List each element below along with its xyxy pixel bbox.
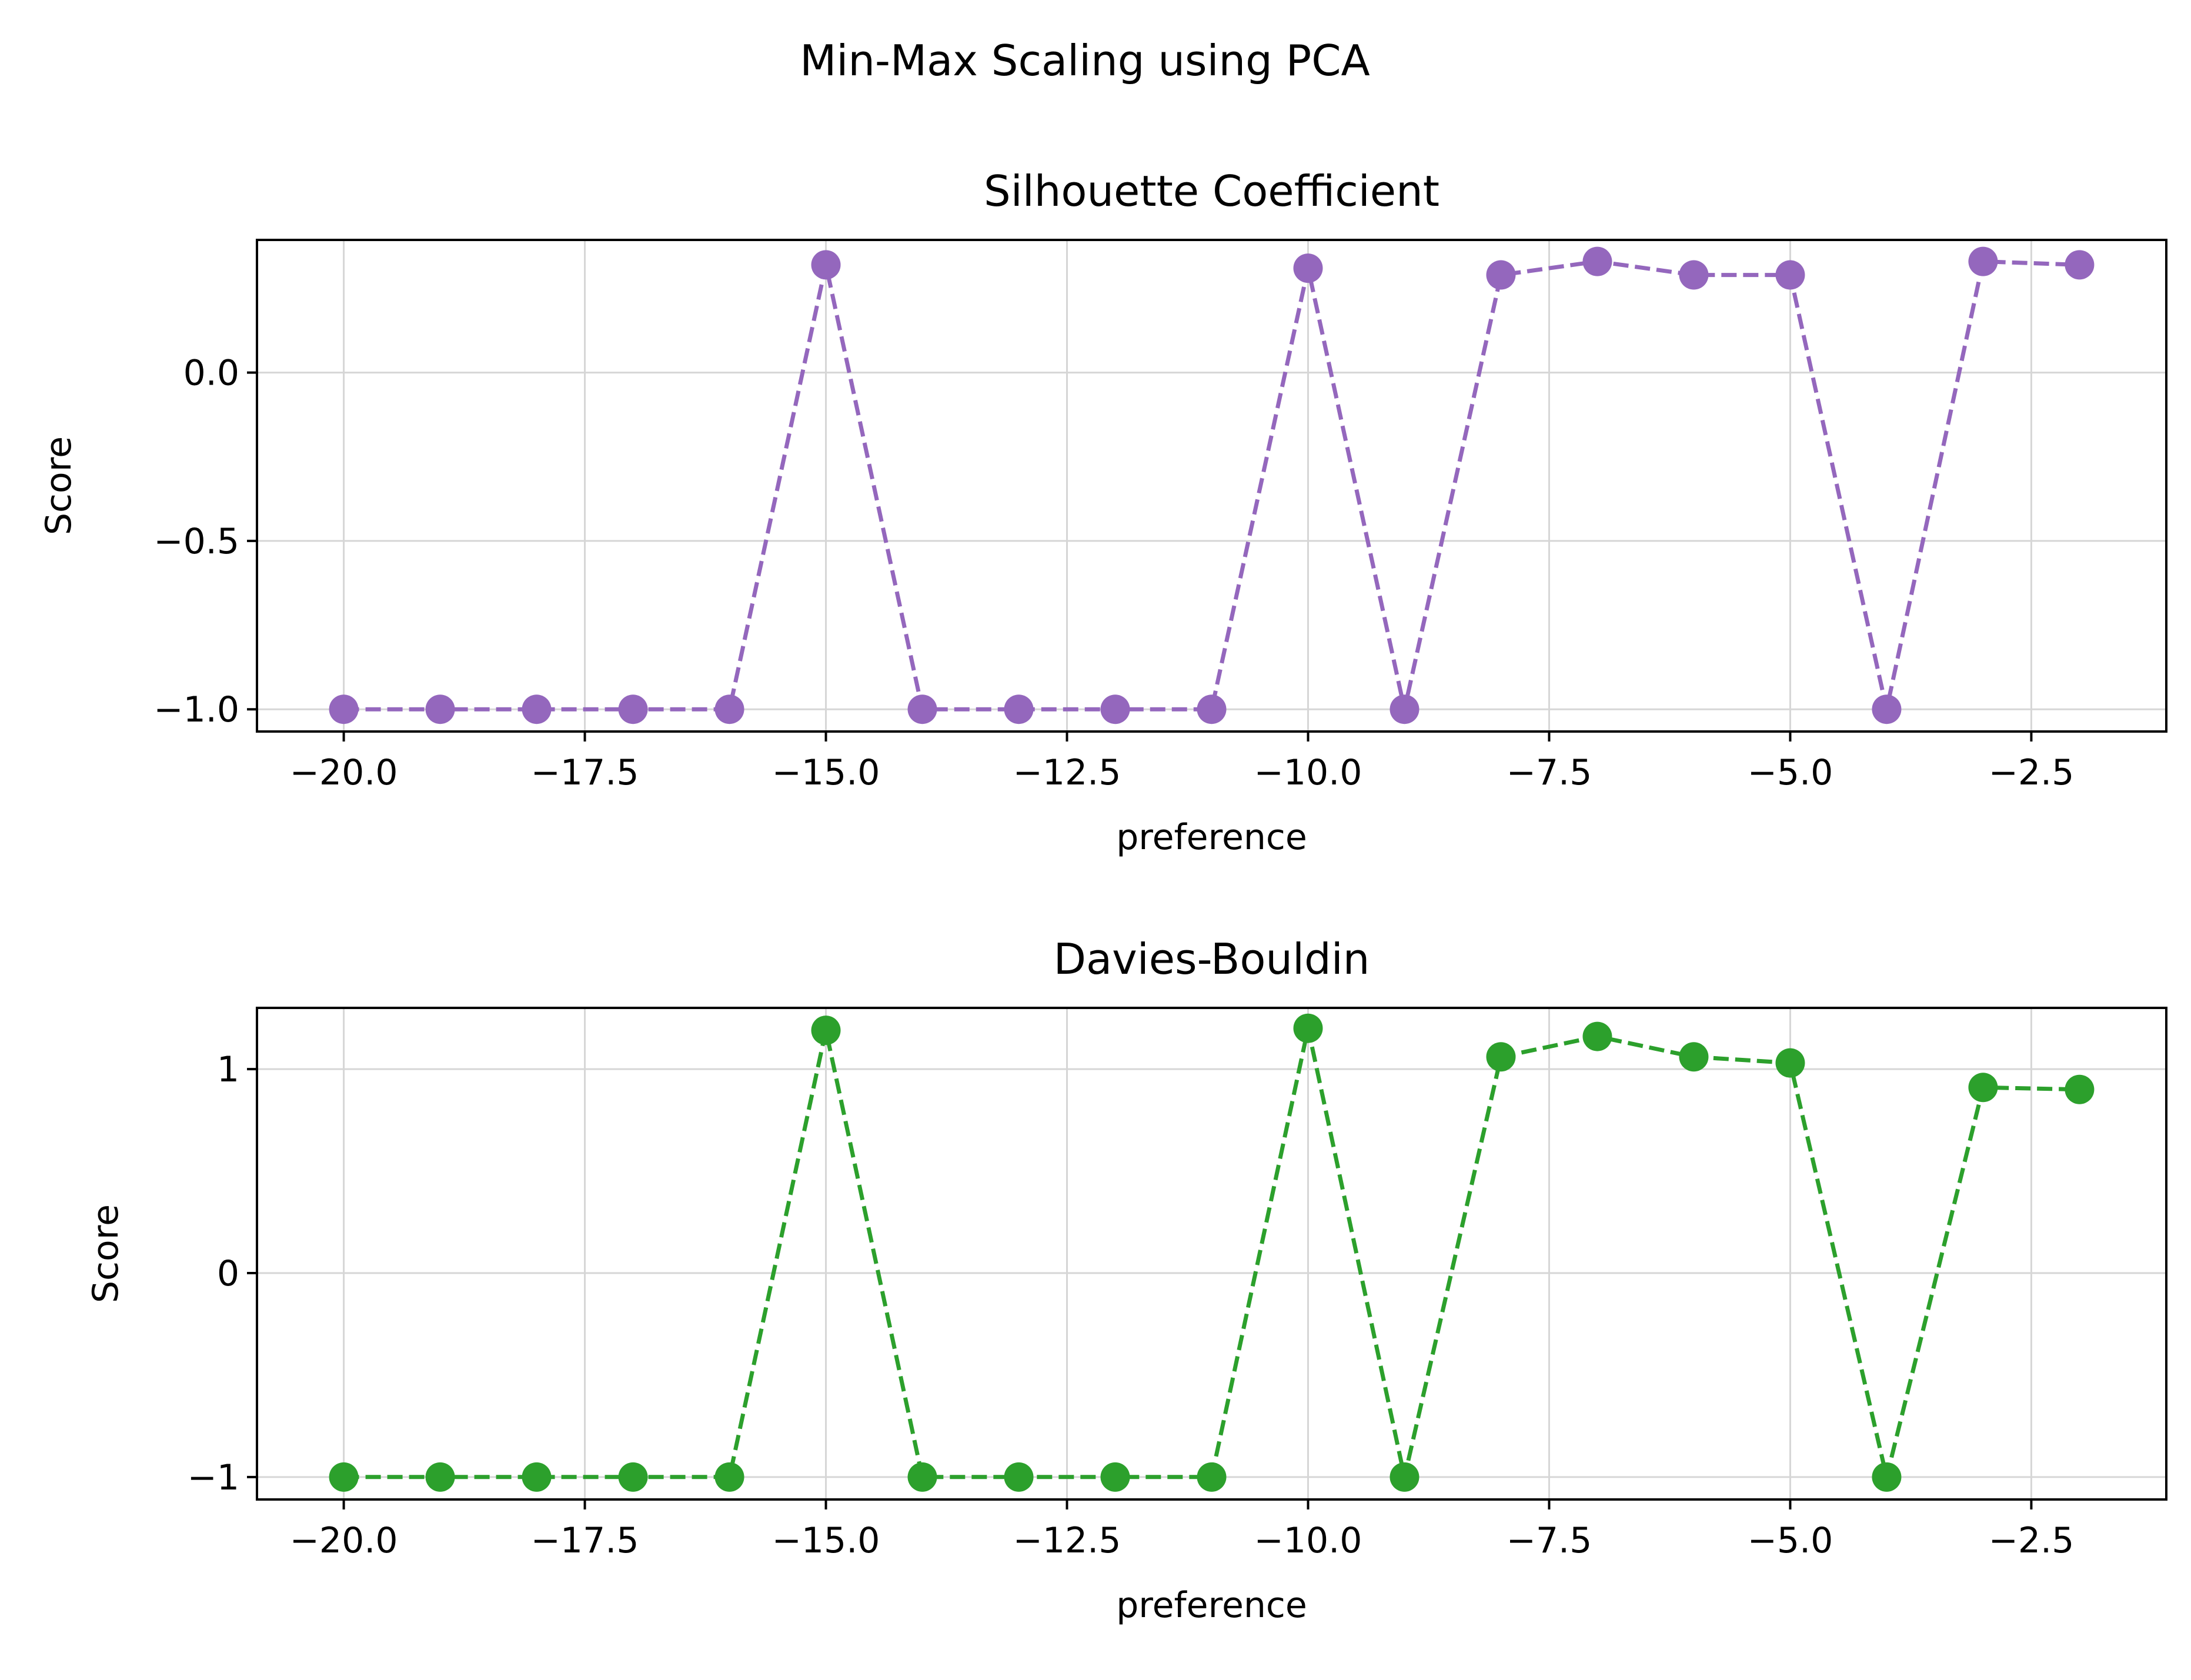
- subplot-1-data-point: [618, 694, 648, 724]
- subplot-2-xtick-label: −12.5: [1013, 1520, 1121, 1561]
- subplot-2-data-point: [1197, 1462, 1227, 1492]
- subplot-1-xtick-label: −12.5: [1013, 752, 1121, 793]
- subplot-2-data-point: [425, 1462, 455, 1492]
- subplot-1-data-point: [2065, 250, 2095, 280]
- subplot-2-data-point: [1486, 1042, 1516, 1072]
- subplot-1-xtick-label: −2.5: [1989, 752, 2075, 793]
- figure-suptitle: Min-Max Scaling using PCA: [800, 36, 1370, 85]
- subplot-1-data-point: [1100, 694, 1130, 724]
- subplot-1-title: Silhouette Coefficient: [984, 166, 1439, 216]
- subplot-2-data-point: [907, 1462, 937, 1492]
- subplot-1-ytick-label: 0.0: [183, 353, 239, 394]
- subplot-2-data-point: [1872, 1462, 1902, 1492]
- subplot-2-data-point: [618, 1462, 648, 1492]
- subplot-2-xtick-label: −15.0: [772, 1520, 880, 1561]
- subplot-2-data-point: [811, 1016, 841, 1046]
- subplot-1-data-point: [522, 694, 552, 724]
- subplot-1-data-point: [1390, 694, 1420, 724]
- subplot-2-ytick-label: 0: [217, 1253, 239, 1294]
- subplot-1-ytick-label: −0.5: [153, 521, 239, 562]
- subplot-1-xtick-label: −7.5: [1507, 752, 1592, 793]
- subplot-1-data-point: [1968, 246, 1998, 276]
- subplot-2-data-point: [1293, 1013, 1323, 1043]
- subplot-1-data-point: [1679, 260, 1709, 290]
- subplot-1-xtick-label: −17.5: [531, 752, 639, 793]
- subplot-1-ylabel: Score: [38, 436, 79, 535]
- subplot-2-xtick-label: −20.0: [290, 1520, 398, 1561]
- subplot-1-xtick-label: −5.0: [1748, 752, 1833, 793]
- subplot-2-title: Davies-Bouldin: [1054, 934, 1370, 984]
- subplot-1-data-point: [329, 694, 359, 724]
- subplot-1-data-point: [425, 694, 455, 724]
- subplot-2-xtick-label: −17.5: [531, 1520, 639, 1561]
- subplot-1-xtick-label: −15.0: [772, 752, 880, 793]
- subplot-1-xtick-label: −10.0: [1254, 752, 1362, 793]
- subplot-2-data-point: [1004, 1462, 1034, 1492]
- subplot-2: −20.0 −17.5 −15.0 −12.5 −10.0 −7.5 −5.0 −2.5 −1 0…: [85, 934, 2167, 1626]
- subplot-1-ytick-label: −1.0: [153, 689, 239, 730]
- subplot-2-data-point: [1100, 1462, 1130, 1492]
- subplot-2-data-point: [1582, 1021, 1612, 1051]
- subplot-1-data-point: [1775, 260, 1805, 290]
- subplot-1-data-point: [1293, 253, 1323, 283]
- subplot-2-axes-frame: [256, 1007, 2167, 1501]
- subplot-2-ylabel: Score: [85, 1204, 126, 1303]
- subplot-2-data-point: [1968, 1073, 1998, 1103]
- subplot-2-data-point: [1390, 1462, 1420, 1492]
- subplot-2-xtick-label: −5.0: [1748, 1520, 1833, 1561]
- subplot-2-data-point: [329, 1462, 359, 1492]
- subplot-1-data-point: [1197, 694, 1227, 724]
- subplot-1-data-point: [907, 694, 937, 724]
- subplot-2-data-point: [1775, 1048, 1805, 1078]
- subplot-2-xtick-label: −10.0: [1254, 1520, 1362, 1561]
- subplot-1-data-point: [714, 694, 744, 724]
- subplot-1-data-point: [811, 250, 841, 280]
- subplot-2-xlabel: preference: [1116, 1585, 1307, 1626]
- subplot-2-data-point: [2065, 1074, 2095, 1104]
- subplot-2-ytick-label: 1: [217, 1049, 239, 1090]
- subplot-2-xtick-label: −7.5: [1507, 1520, 1592, 1561]
- subplot-1-data-point: [1486, 260, 1516, 290]
- subplot-1: −20.0 −17.5 −15.0 −12.5 −10.0 −7.5 −5.0 −2.5 −1.…: [38, 166, 2167, 858]
- subplot-1-data-point: [1872, 694, 1902, 724]
- subplot-2-data-point: [522, 1462, 552, 1492]
- subplots: −20.0 −17.5 −15.0 −12.5 −10.0 −7.5 −5.0 −2.5−1.…: [38, 166, 2167, 1626]
- subplot-1-axes-frame: [256, 239, 2167, 733]
- subplot-2-ytick-label: −1: [188, 1457, 239, 1498]
- subplot-1-xtick-label: −20.0: [290, 752, 398, 793]
- subplot-1-data-point: [1582, 246, 1612, 276]
- subplot-1-data-point: [1004, 694, 1034, 724]
- subplot-2-data-point: [1679, 1042, 1709, 1072]
- subplot-2-xtick-label: −2.5: [1989, 1520, 2075, 1561]
- subplot-1-xlabel: preference: [1116, 817, 1307, 858]
- subplot-2-data-point: [714, 1462, 744, 1492]
